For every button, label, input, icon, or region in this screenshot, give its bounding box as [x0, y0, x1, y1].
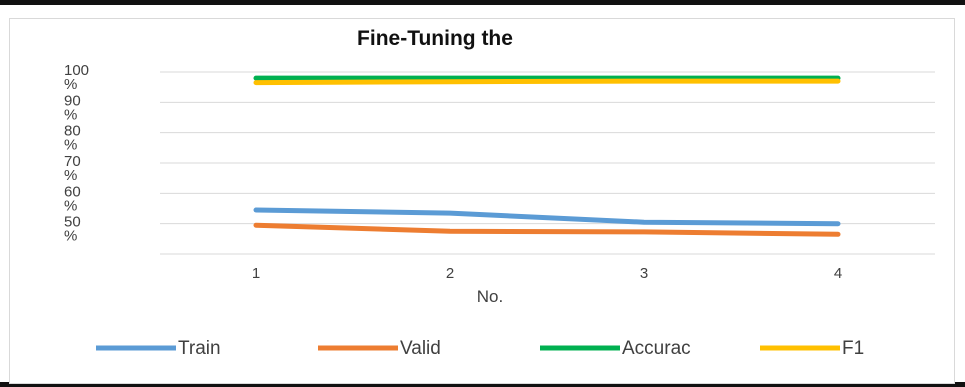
- x-axis-ticks: 1 2 3 4: [252, 265, 842, 282]
- y-tick-unit: %: [64, 106, 77, 123]
- x-axis-label: No.: [477, 287, 503, 306]
- legend-label-train: Train: [178, 338, 221, 359]
- y-tick-unit: %: [64, 197, 77, 214]
- legend-label-valid: Valid: [400, 338, 441, 359]
- chart-title: Fine-Tuning the: [357, 27, 513, 50]
- series-line-f1: [253, 78, 841, 86]
- series-lines: [253, 75, 841, 237]
- series-line-valid: [253, 222, 841, 237]
- x-tick-label: 1: [252, 265, 260, 282]
- legend-label-accurac: Accurac: [622, 338, 691, 359]
- y-tick-label: 80: [64, 123, 81, 140]
- y-axis-ticks: 100%90%80%70%60%50%: [64, 62, 89, 245]
- y-tick-unit: %: [64, 137, 77, 154]
- legend: Train Valid Accurac F1: [96, 338, 864, 359]
- x-tick-label: 3: [640, 265, 648, 282]
- y-tick-label: 60: [64, 183, 81, 200]
- x-tick-label: 2: [446, 265, 454, 282]
- y-tick-label: 100: [64, 62, 89, 79]
- legend-label-f1: F1: [842, 338, 864, 359]
- y-tick-unit: %: [64, 167, 77, 184]
- y-tick-unit: %: [64, 76, 77, 93]
- y-tick-label: 70: [64, 153, 81, 170]
- y-tick-label: 50: [64, 214, 81, 231]
- x-tick-label: 4: [834, 265, 842, 282]
- y-tick-unit: %: [64, 228, 77, 245]
- series-line-train: [253, 207, 841, 227]
- y-tick-label: 90: [64, 92, 81, 109]
